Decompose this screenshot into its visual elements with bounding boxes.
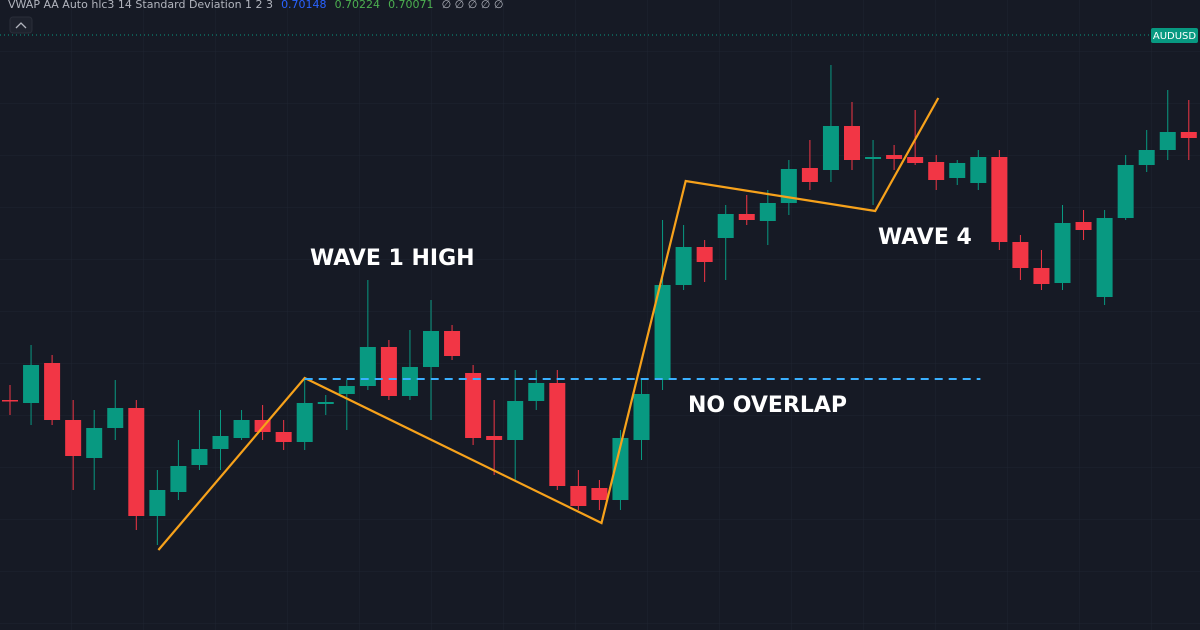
candle-body	[423, 331, 439, 367]
candle-body	[1033, 268, 1050, 284]
symbol-label: AUDUSD	[1153, 31, 1197, 42]
candle-body	[1075, 222, 1092, 230]
candle-body	[591, 488, 608, 500]
candle-body	[675, 247, 692, 285]
candle-body	[338, 386, 355, 394]
candle-body	[528, 383, 545, 401]
indicator-flags: ∅ ∅ ∅ ∅ ∅	[442, 0, 504, 11]
candle-body	[907, 157, 924, 163]
candle-body	[149, 490, 166, 516]
candle-body	[549, 383, 566, 486]
candle-body	[570, 486, 587, 506]
candle-body	[654, 285, 671, 380]
candle-body	[233, 420, 250, 438]
annotation: WAVE 4	[878, 225, 972, 250]
candle-body	[886, 155, 903, 159]
indicator-value: 0.70224	[335, 0, 381, 11]
candle-body	[380, 347, 397, 396]
annotation: NO OVERLAP	[688, 393, 847, 418]
indicator-header: VWAP AA Auto hlc3 14 Standard Deviation …	[8, 0, 503, 11]
candle-body	[949, 163, 966, 178]
candle-body	[759, 203, 776, 221]
candle-body	[1096, 218, 1113, 297]
candle-body	[844, 126, 860, 160]
candle-body	[44, 363, 61, 420]
candle-body	[23, 365, 40, 403]
candle-body	[633, 394, 650, 440]
candle-body	[275, 432, 292, 442]
candle-body	[401, 367, 418, 396]
candle-body	[696, 247, 713, 262]
candle-body	[970, 157, 987, 183]
candle-body	[465, 373, 482, 438]
candle-body	[738, 214, 755, 220]
collapse-icon	[15, 22, 27, 29]
candle-body	[128, 408, 145, 516]
candle-body	[296, 403, 313, 442]
candle-body	[86, 428, 103, 458]
symbol-tag	[1151, 28, 1198, 43]
collapse-button[interactable]	[9, 16, 33, 34]
candle-body	[2, 400, 18, 402]
candle-body	[1180, 132, 1197, 138]
candle-body	[991, 157, 1008, 242]
candle-body	[65, 420, 82, 456]
candle-body	[801, 168, 818, 182]
plot: WAVE 1 HIGH NO OVERLAP WAVE 4	[2, 65, 1197, 551]
candle-body	[780, 169, 797, 203]
indicator-value: 0.70148	[281, 0, 327, 11]
candle-body	[1159, 132, 1176, 150]
indicator-value: 0.70071	[388, 0, 434, 11]
candle-body	[212, 436, 229, 449]
indicator-name: VWAP AA Auto hlc3 14 Standard Deviation …	[8, 0, 273, 11]
candle-body	[317, 402, 334, 404]
candle-body	[612, 438, 629, 500]
candle-body	[865, 157, 882, 159]
candle-body	[1012, 242, 1029, 268]
candle-body	[1117, 165, 1134, 218]
candle-body	[444, 331, 461, 356]
wave-line	[157, 97, 940, 551]
candle-body	[822, 126, 839, 170]
candle-body	[1054, 223, 1071, 283]
candle-body	[1138, 150, 1155, 165]
candle-body	[507, 401, 524, 440]
candle-body	[486, 436, 503, 440]
candle-body	[191, 449, 208, 465]
candle-body	[359, 347, 376, 386]
candle-body	[107, 408, 124, 428]
candle-body	[717, 214, 734, 238]
candle-body	[928, 162, 945, 180]
annotation: WAVE 1 HIGH	[310, 246, 475, 271]
candle-body	[170, 466, 187, 492]
